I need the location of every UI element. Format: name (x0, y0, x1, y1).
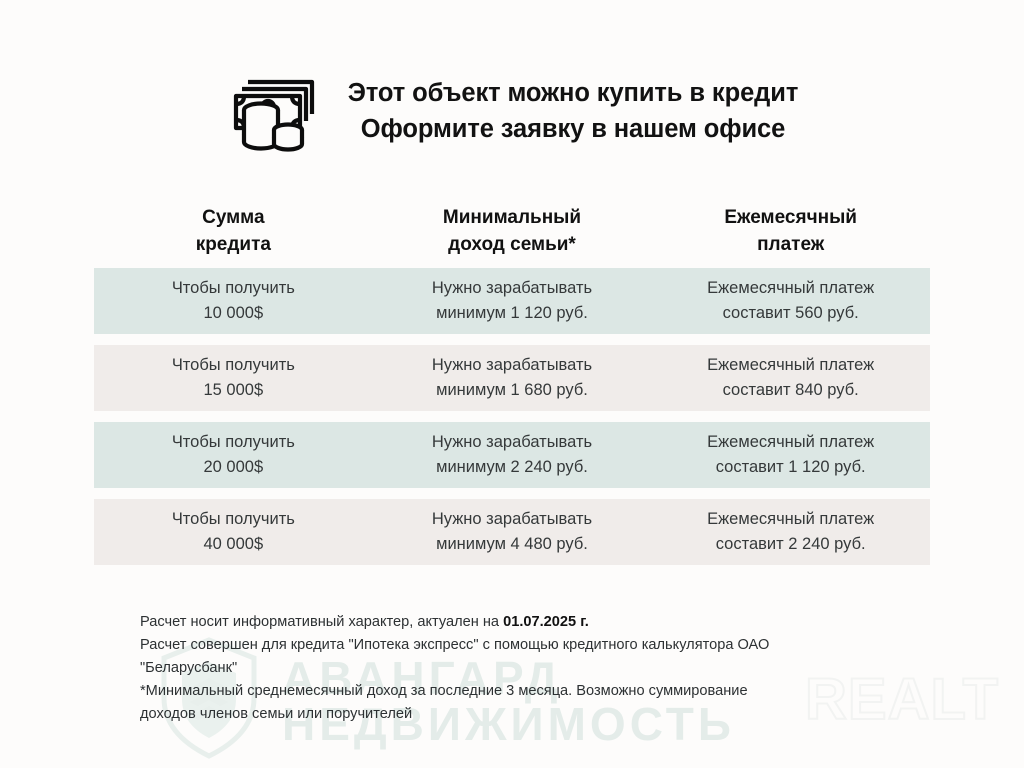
column-header-min-income-line1: Минимальный (442, 207, 582, 228)
column-header-min-income-line2: доход семьи* (448, 233, 576, 255)
credit-offer-page: Этот объект можно купить в кредит Оформи… (0, 0, 1024, 726)
cell-monthly-payment: Ежемесячный платеж составит 840 руб. (707, 356, 875, 399)
cell-monthly-payment: Ежемесячный платеж составит 1 120 руб. (707, 433, 875, 476)
note-actual-date: 01.07.2025 г. (503, 613, 589, 630)
note-line-3: "Беларусбанк" (140, 660, 238, 677)
note-line-5: доходов членов семьи или поручителей (140, 706, 413, 723)
page-header: Этот объект можно купить в кредит Оформи… (0, 0, 1024, 161)
column-header-monthly-payment-line1: Ежемесячный (724, 207, 857, 228)
note-line-1-prefix: Расчет носит информативный характер, акт… (140, 613, 504, 630)
disclaimer-notes: Расчет носит информативный характер, акт… (94, 611, 930, 726)
table-header-row: Сумма кредита Минимальный доход семьи* Е… (94, 205, 930, 268)
table-row: Чтобы получить 15 000$ Нужно зарабатыват… (94, 344, 930, 411)
note-line-2: Расчет совершен для кредита "Ипотека экс… (140, 636, 770, 653)
note-line-1: Расчет носит информативный характер, акт… (140, 611, 930, 634)
column-header-min-income: Минимальный доход семьи* (373, 205, 652, 259)
table-row: Чтобы получить 40 000$ Нужно зарабатыват… (94, 498, 930, 565)
cell-min-income: Нужно зарабатывать минимум 2 240 руб. (431, 433, 593, 476)
money-stack-icon (226, 64, 318, 161)
column-header-loan-amount: Сумма кредита (94, 205, 373, 259)
cell-min-income: Нужно зарабатывать минимум 1 680 руб. (431, 356, 593, 399)
cell-min-income: Нужно зарабатывать минимум 4 480 руб. (431, 510, 593, 553)
page-title-line1: Этот объект можно купить в кредит (347, 79, 799, 108)
cell-min-income: Нужно зарабатывать минимум 1 120 руб. (431, 279, 593, 322)
cell-monthly-payment: Ежемесячный платеж составит 560 руб. (707, 279, 875, 322)
page-title: Этот объект можно купить в кредит Оформи… (347, 76, 799, 146)
note-line-4: *Минимальный среднемесячный доход за пос… (140, 683, 748, 700)
cell-loan-amount: Чтобы получить 20 000$ (171, 433, 295, 476)
table-row: Чтобы получить 10 000$ Нужно зарабатыват… (94, 267, 930, 334)
cell-loan-amount: Чтобы получить 15 000$ (171, 356, 295, 399)
page-title-line2: Оформите заявку в нашем офисе (360, 114, 786, 143)
column-header-monthly-payment: Ежемесячный платеж (651, 205, 930, 259)
column-header-loan-amount-line2: кредита (195, 233, 271, 255)
table-row: Чтобы получить 20 000$ Нужно зарабатыват… (94, 421, 930, 488)
cell-loan-amount: Чтобы получить 40 000$ (171, 510, 295, 553)
cell-monthly-payment: Ежемесячный платеж составит 2 240 руб. (707, 510, 875, 553)
credit-table: Сумма кредита Минимальный доход семьи* Е… (0, 205, 1024, 565)
column-header-loan-amount-line1: Сумма (202, 207, 265, 228)
column-header-monthly-payment-line2: платеж (757, 233, 825, 255)
cell-loan-amount: Чтобы получить 10 000$ (171, 279, 295, 322)
